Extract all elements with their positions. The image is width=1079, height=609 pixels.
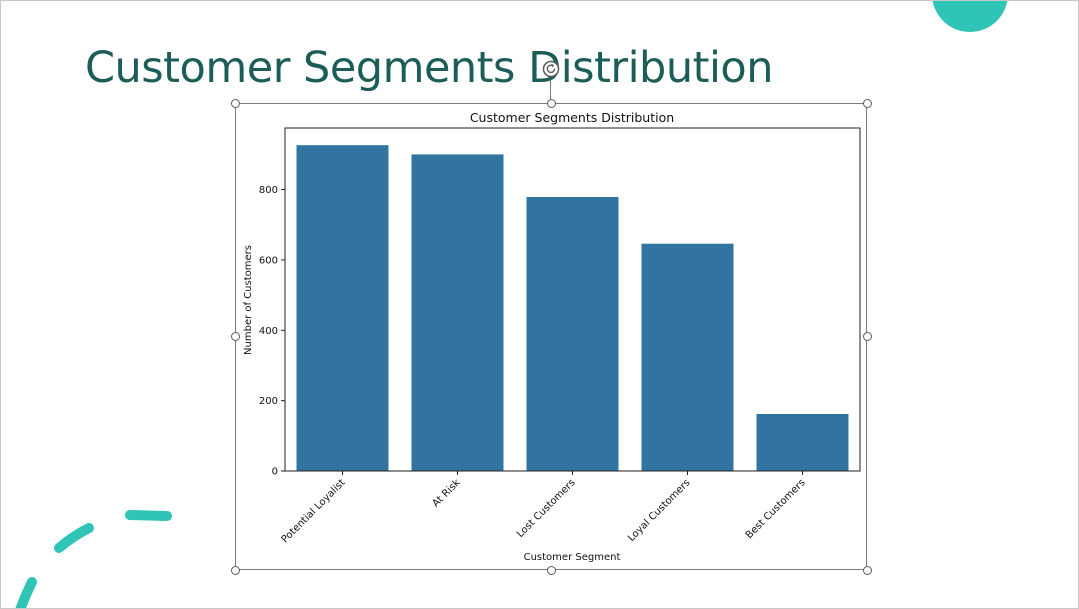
slide-title[interactable]: Customer Segments Distribution bbox=[85, 43, 773, 93]
chart-title: Customer Segments Distribution bbox=[470, 110, 674, 125]
resize-handle-middle-right[interactable] bbox=[863, 332, 872, 341]
bar-lost-customers bbox=[526, 197, 619, 471]
accent-circle bbox=[932, 1, 1008, 32]
y-tick-label: 800 bbox=[259, 185, 278, 196]
x-tick-label: Loyal Customers bbox=[626, 477, 693, 544]
accent-dash-1 bbox=[125, 510, 172, 521]
x-tick-label: Best Customers bbox=[744, 477, 808, 541]
y-axis-label: Number of Customers bbox=[243, 245, 254, 355]
resize-handle-top-left[interactable] bbox=[231, 99, 240, 108]
resize-handle-middle-left[interactable] bbox=[231, 332, 240, 341]
x-tick-label: Potential Loyalist bbox=[280, 477, 348, 545]
x-tick-label: At Risk bbox=[430, 477, 462, 509]
y-axis: 0 200 400 600 800 bbox=[259, 185, 285, 478]
rotate-icon[interactable] bbox=[542, 60, 560, 78]
y-tick-label: 0 bbox=[272, 467, 278, 478]
x-tick-label: Lost Customers bbox=[515, 477, 578, 540]
accent-dash-3 bbox=[15, 577, 37, 608]
y-tick-label: 600 bbox=[259, 255, 278, 266]
resize-handle-top-center[interactable] bbox=[547, 99, 556, 108]
rotate-connector bbox=[550, 79, 551, 99]
bar-potential-loyalist bbox=[296, 145, 389, 471]
bar-loyal-customers bbox=[641, 243, 734, 471]
resize-handle-bottom-right[interactable] bbox=[863, 566, 872, 575]
bar-best-customers bbox=[756, 414, 849, 471]
x-axis: Potential Loyalist At Risk Lost Customers L… bbox=[280, 471, 808, 545]
x-axis-label: Customer Segment bbox=[524, 552, 621, 563]
y-tick-label: 400 bbox=[259, 326, 278, 337]
y-tick-label: 200 bbox=[259, 396, 278, 407]
resize-handle-bottom-left[interactable] bbox=[231, 566, 240, 575]
bars-layer bbox=[296, 145, 849, 471]
bar-at-risk bbox=[411, 154, 504, 471]
resize-handle-bottom-center[interactable] bbox=[547, 566, 556, 575]
resize-handle-top-right[interactable] bbox=[863, 99, 872, 108]
accent-dash-2 bbox=[54, 523, 94, 553]
